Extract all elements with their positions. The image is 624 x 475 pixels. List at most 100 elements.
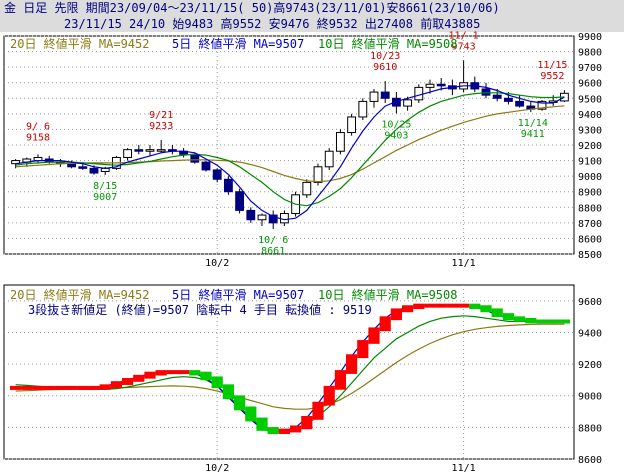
kagi-brick — [178, 370, 190, 375]
top-legend-ma20: 20日 終値平滑 MA=9452 — [10, 36, 149, 51]
candle-body — [78, 166, 88, 169]
bottom-ytick-label: 9000 — [578, 392, 602, 403]
kagi-brick — [54, 385, 66, 390]
header-ohlc-line: 23/11/15 24/10 始9483 高9552 安9476 終9532 出… — [0, 16, 624, 32]
candle-body — [313, 166, 323, 183]
candle-body — [537, 100, 547, 110]
candle-body — [212, 169, 222, 180]
ma20-line — [15, 105, 565, 183]
bottom-ytick-label: 8800 — [578, 423, 602, 434]
kagi-brick — [267, 427, 279, 435]
annotation-value: 9007 — [93, 192, 117, 203]
top-ytick-label: 9900 — [578, 32, 602, 43]
annotation-date: 10/25 — [381, 119, 411, 130]
candle-body — [67, 163, 77, 168]
kagi-brick — [435, 303, 447, 308]
kagi-brick — [77, 385, 89, 390]
annotation-date: 9/ 6 — [26, 122, 50, 133]
candle-body — [425, 83, 435, 88]
annotation-date: 10/ 6 — [258, 235, 288, 246]
annotation-value: 9610 — [373, 62, 397, 73]
top-ytick-label: 9100 — [578, 157, 602, 168]
annotation-value: 9158 — [26, 133, 50, 144]
kagi-brick — [323, 385, 335, 406]
kagi-brick — [547, 319, 559, 324]
kagi-brick — [368, 327, 380, 344]
annotation-date: 11/14 — [518, 118, 548, 129]
kagi-brick — [21, 385, 33, 390]
annotation-date: 9/21 — [149, 110, 173, 121]
candle-body — [391, 97, 401, 107]
kagi-brick — [166, 370, 178, 375]
kagi-brick — [390, 308, 402, 321]
kagi-brick — [480, 305, 492, 313]
kagi-brick — [514, 316, 526, 322]
kagi-brick — [357, 340, 369, 359]
kagi-brick — [402, 305, 414, 313]
candle-body — [324, 150, 334, 168]
top-legend-ma5: 5日 終値平滑 MA=9507 — [172, 36, 304, 51]
top-legend-ma10: 10日 終値平滑 MA=9508 — [318, 36, 457, 51]
kagi-brick — [189, 370, 201, 376]
candle-body — [123, 149, 133, 158]
annotation-value: 8661 — [261, 246, 285, 257]
kagi-brick — [66, 385, 78, 390]
kagi-brick — [200, 371, 212, 381]
bottom-legend-linebreak: 3段抜き新値足 (終値)=9507 陰転中 4 手目 転換値 : 9519 — [28, 302, 372, 317]
candle-body — [515, 100, 525, 107]
kagi-brick — [211, 376, 223, 389]
header-line-2: 23/11/15 24/10 始9483 高9552 安9476 終9532 出… — [64, 17, 481, 31]
top-ytick-label: 9600 — [578, 79, 602, 90]
candle-body — [190, 153, 200, 163]
kagi-brick — [334, 370, 346, 390]
annotation-date: 8/15 — [93, 181, 117, 192]
candle-body — [268, 214, 278, 224]
top-ytick-label: 9000 — [578, 172, 602, 183]
ma5-line — [15, 85, 565, 221]
kagi-brick — [346, 354, 358, 374]
kagi-brick — [10, 385, 22, 390]
annotation-date: 11/ 1 — [449, 30, 479, 41]
candle-body — [358, 100, 368, 118]
top-ytick-label: 8600 — [578, 234, 602, 245]
kagi-brick — [525, 317, 537, 324]
kagi-brick — [122, 378, 134, 385]
kagi-brick — [301, 415, 313, 430]
kagi-brick — [413, 303, 425, 310]
candle-body — [436, 83, 446, 87]
annotation-value: 9552 — [540, 71, 564, 82]
annotation-date: 11/15 — [537, 60, 567, 71]
kagi-brick — [133, 374, 145, 382]
kagi-brick — [278, 428, 290, 435]
candle-body — [302, 181, 312, 196]
candle-body — [201, 161, 211, 171]
candle-body — [503, 97, 513, 102]
bottom-ytick-label: 9400 — [578, 328, 602, 339]
top-ytick-label: 8800 — [578, 203, 602, 214]
bottom-ytick-label: 9600 — [578, 297, 602, 308]
bottom-ytick-label: 9200 — [578, 360, 602, 371]
candle-body — [380, 91, 390, 99]
candle-body — [403, 99, 413, 107]
candle-body — [279, 213, 289, 224]
top-ytick-label: 8900 — [578, 188, 602, 199]
kagi-brick — [424, 303, 436, 308]
kagi-brick — [256, 417, 268, 431]
candle-body — [223, 178, 233, 193]
kagi-brick — [312, 401, 324, 420]
kagi-brick — [222, 384, 234, 400]
kagi-brick — [491, 308, 503, 317]
top-ytick-label: 9700 — [578, 63, 602, 74]
annotation-date: 10/23 — [370, 51, 400, 62]
candle-body — [235, 191, 245, 211]
candle-body — [492, 94, 502, 99]
kagi-brick — [144, 371, 156, 379]
header-period-line: 金 日足 先限 期間23/09/04～23/11/15( 50)高9743(23… — [0, 0, 624, 16]
annotation-value: 9233 — [149, 121, 173, 132]
candle-body — [414, 86, 424, 101]
candle-body — [257, 214, 267, 221]
annotation-value: 9403 — [384, 130, 408, 141]
kagi-brick — [469, 303, 481, 310]
kagi-brick — [99, 384, 111, 390]
